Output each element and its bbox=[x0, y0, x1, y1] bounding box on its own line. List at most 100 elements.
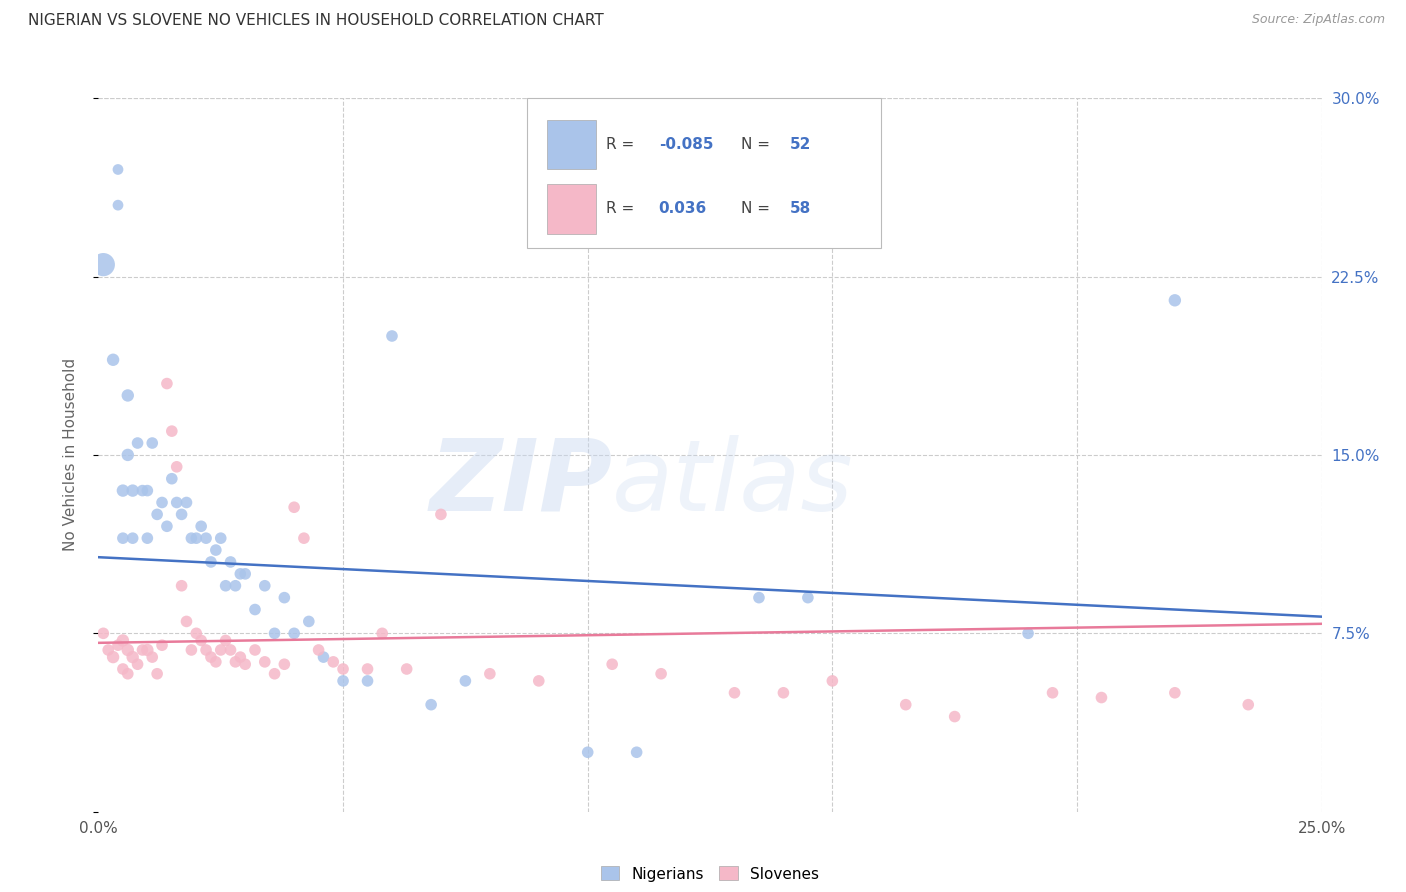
Point bbox=[160, 424, 183, 438]
Point bbox=[166, 459, 188, 474]
Text: 58: 58 bbox=[790, 202, 811, 216]
Point bbox=[141, 436, 163, 450]
Point bbox=[111, 662, 134, 676]
Point bbox=[943, 709, 966, 723]
Point bbox=[195, 643, 218, 657]
Point bbox=[131, 483, 153, 498]
Point bbox=[176, 615, 198, 629]
Point bbox=[356, 662, 378, 676]
Text: atlas: atlas bbox=[612, 435, 853, 532]
Point bbox=[186, 531, 208, 545]
Point bbox=[748, 591, 770, 605]
Legend: Nigerians, Slovenes: Nigerians, Slovenes bbox=[596, 862, 824, 886]
Point bbox=[233, 566, 256, 581]
Point bbox=[107, 638, 129, 652]
Point bbox=[160, 472, 183, 486]
Point bbox=[146, 508, 169, 522]
Text: -0.085: -0.085 bbox=[658, 137, 713, 152]
Point bbox=[156, 376, 179, 391]
Point bbox=[292, 531, 315, 545]
Point bbox=[200, 555, 222, 569]
Point bbox=[1164, 686, 1187, 700]
Point bbox=[176, 495, 198, 509]
FancyBboxPatch shape bbox=[526, 98, 882, 248]
Point bbox=[205, 655, 228, 669]
Point bbox=[723, 686, 745, 700]
Point bbox=[121, 650, 143, 665]
Point bbox=[150, 638, 173, 652]
Point bbox=[1237, 698, 1260, 712]
Point bbox=[117, 388, 139, 402]
Point bbox=[576, 745, 599, 759]
Point bbox=[121, 531, 143, 545]
Point bbox=[478, 666, 501, 681]
Point bbox=[200, 650, 222, 665]
Point bbox=[91, 626, 114, 640]
Point bbox=[395, 662, 418, 676]
Point bbox=[224, 579, 246, 593]
Point bbox=[107, 162, 129, 177]
Text: NIGERIAN VS SLOVENE NO VEHICLES IN HOUSEHOLD CORRELATION CHART: NIGERIAN VS SLOVENE NO VEHICLES IN HOUSE… bbox=[28, 13, 603, 29]
Point bbox=[273, 657, 295, 672]
Point bbox=[127, 436, 149, 450]
Point bbox=[420, 698, 443, 712]
Point bbox=[186, 626, 208, 640]
Point bbox=[1090, 690, 1112, 705]
Point bbox=[332, 673, 354, 688]
Point bbox=[214, 579, 236, 593]
Point bbox=[141, 650, 163, 665]
Point bbox=[111, 483, 134, 498]
Point bbox=[117, 643, 139, 657]
Text: Source: ZipAtlas.com: Source: ZipAtlas.com bbox=[1251, 13, 1385, 27]
Point bbox=[107, 198, 129, 212]
Point bbox=[209, 531, 232, 545]
Point bbox=[527, 673, 550, 688]
Point bbox=[454, 673, 477, 688]
Point bbox=[626, 745, 648, 759]
Text: 0.036: 0.036 bbox=[658, 202, 707, 216]
Text: R =: R = bbox=[606, 202, 640, 216]
Point bbox=[821, 673, 844, 688]
Point bbox=[111, 531, 134, 545]
Point bbox=[312, 650, 335, 665]
FancyBboxPatch shape bbox=[547, 120, 596, 169]
Point bbox=[381, 329, 404, 343]
Point bbox=[1164, 293, 1187, 308]
Point bbox=[127, 657, 149, 672]
Text: N =: N = bbox=[741, 202, 775, 216]
Point bbox=[224, 655, 246, 669]
Point bbox=[180, 531, 202, 545]
Point bbox=[1017, 626, 1039, 640]
Point bbox=[219, 555, 242, 569]
Point bbox=[136, 531, 159, 545]
Point bbox=[117, 448, 139, 462]
Text: N =: N = bbox=[741, 137, 775, 152]
Point bbox=[243, 643, 266, 657]
Point bbox=[233, 657, 256, 672]
Point bbox=[101, 352, 124, 367]
Point bbox=[150, 495, 173, 509]
Point bbox=[356, 673, 378, 688]
Point bbox=[219, 643, 242, 657]
Point bbox=[253, 579, 276, 593]
Point bbox=[650, 666, 672, 681]
Point bbox=[243, 602, 266, 616]
Point bbox=[332, 662, 354, 676]
Point bbox=[121, 483, 143, 498]
Point bbox=[283, 500, 305, 515]
Text: ZIP: ZIP bbox=[429, 435, 612, 532]
Point bbox=[117, 666, 139, 681]
Point bbox=[283, 626, 305, 640]
Point bbox=[894, 698, 917, 712]
Point bbox=[263, 666, 285, 681]
Point bbox=[322, 655, 344, 669]
Point bbox=[298, 615, 321, 629]
Point bbox=[156, 519, 179, 533]
Point bbox=[430, 508, 453, 522]
Point bbox=[101, 650, 124, 665]
Point bbox=[170, 508, 193, 522]
Point bbox=[229, 566, 252, 581]
Point bbox=[131, 643, 153, 657]
Point bbox=[308, 643, 330, 657]
Point bbox=[273, 591, 295, 605]
